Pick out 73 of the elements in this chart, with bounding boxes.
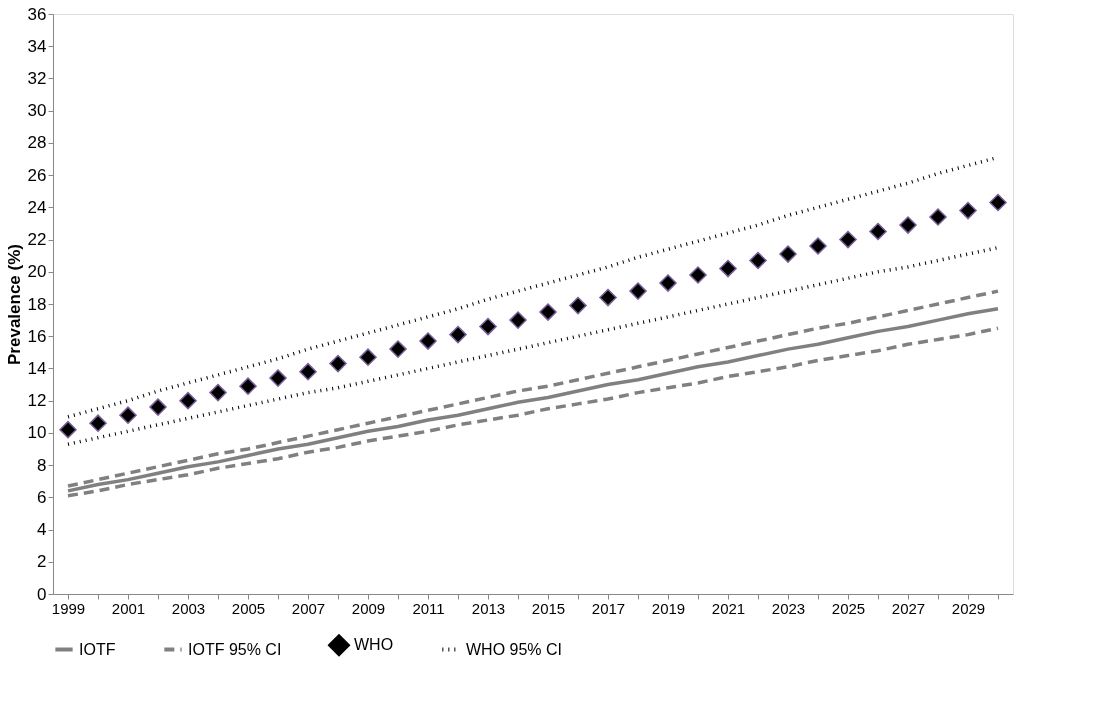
- point: [689, 266, 707, 284]
- point: [269, 369, 287, 387]
- x-tick-label: 2007: [291, 599, 326, 617]
- point: [59, 420, 77, 439]
- point: [239, 377, 257, 395]
- y-tick-label: 18: [27, 294, 47, 314]
- x-tick-label: 1999: [51, 599, 86, 617]
- y-tick-label: 28: [27, 133, 47, 153]
- point: [899, 216, 917, 234]
- legend-label: WHO 95% CI: [466, 640, 563, 658]
- point: [929, 208, 947, 226]
- x-tick-label: 2011: [412, 599, 445, 617]
- x-tick-label: 2027: [891, 599, 926, 617]
- point: [599, 288, 617, 307]
- x-tick-label: 2029: [951, 599, 986, 617]
- y-tick-label: 2: [37, 552, 47, 572]
- point: [779, 245, 797, 263]
- legend-label: WHO: [354, 636, 394, 654]
- point: [569, 296, 587, 315]
- x-tick-label: 2013: [471, 599, 506, 617]
- point: [329, 354, 347, 373]
- point: [419, 332, 437, 350]
- point: [389, 340, 407, 358]
- point: [509, 311, 527, 329]
- x-tick-label: 2023: [771, 599, 806, 617]
- y-tick-label: 0: [37, 584, 47, 604]
- point: [149, 398, 167, 416]
- x-tick-label: 2021: [711, 599, 746, 617]
- y-tick-label: 30: [27, 101, 47, 121]
- y-tick-label: 22: [27, 230, 47, 250]
- y-tick-label: 6: [37, 487, 47, 507]
- point: [869, 222, 887, 241]
- y-tick-label: 12: [27, 391, 47, 411]
- y-tick-label: 8: [37, 455, 47, 475]
- x-tick-label: 2019: [651, 599, 686, 617]
- x-tick-label: 2017: [591, 599, 626, 617]
- x-tick-label: 2003: [171, 599, 206, 617]
- x-tick-label: 2009: [351, 599, 386, 617]
- point: [959, 201, 977, 220]
- point: [809, 237, 827, 255]
- x-tick-label: 2001: [111, 599, 146, 617]
- point: [749, 251, 767, 270]
- legend-label: IOTF: [79, 640, 116, 658]
- point: [479, 317, 497, 336]
- point: [119, 406, 137, 424]
- point: [629, 282, 647, 300]
- y-tick-label: 26: [27, 165, 47, 185]
- y-tick-label: 34: [27, 36, 47, 56]
- point: [719, 259, 737, 278]
- y-tick-label: 32: [27, 68, 47, 88]
- point: [989, 193, 1007, 212]
- y-tick-label: 20: [27, 262, 47, 282]
- y-tick-label: 36: [27, 4, 47, 24]
- point: [89, 414, 107, 433]
- point: [179, 391, 197, 410]
- y-tick-label: 16: [27, 326, 47, 346]
- point: [359, 348, 377, 366]
- x-tick-label: 2025: [831, 599, 866, 617]
- x-tick-label: 2005: [231, 599, 266, 617]
- y-tick-label: 14: [27, 358, 47, 378]
- point: [839, 230, 857, 249]
- point: [659, 274, 677, 292]
- point: [209, 383, 227, 402]
- y-tick-label: 4: [37, 520, 47, 540]
- point: [299, 362, 317, 381]
- y-tick-label: 24: [27, 197, 47, 217]
- legend-label: IOTF 95% CI: [188, 640, 282, 658]
- y-tick-label: 10: [27, 423, 47, 443]
- x-tick-label: 2015: [531, 599, 566, 617]
- point: [539, 303, 557, 321]
- line-series: [66, 245, 1000, 446]
- y-axis-title: Prevalence (%): [4, 244, 24, 365]
- point: [449, 325, 467, 344]
